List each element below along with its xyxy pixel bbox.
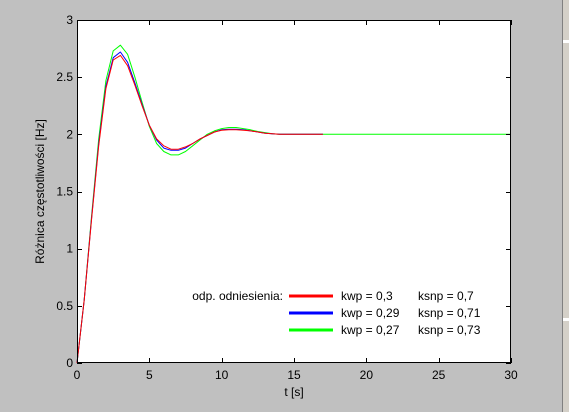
x-tick-label: 10 [215,368,229,382]
series-group [76,44,511,364]
legend-ksnp-label: ksnp = 0,71 [418,306,481,320]
legend-ksnp-label: ksnp = 0,73 [418,323,481,337]
x-tick-label: 15 [287,368,301,382]
window-edge-notch [563,318,569,321]
x-tick-label: 5 [146,368,153,382]
y-axis-label: Różnica częstotliwości [Hz] [33,119,47,264]
axis-ticks [77,20,512,364]
legend-title: odp. odniesienia: [192,289,283,303]
y-tick-label: 0.5 [56,299,73,313]
legend: odp. odniesienia: kwp = 0,3 ksnp = 0,7 k… [192,289,480,337]
x-axis-label: t [s] [284,385,303,399]
legend-kwp-label: kwp = 0,3 [341,289,393,303]
y-tick-label: 2 [66,127,73,141]
series-green-line [76,44,511,364]
x-tick-label: 25 [432,368,446,382]
legend-ksnp-label: ksnp = 0,7 [418,289,474,303]
x-tick-label: 30 [504,368,518,382]
y-tick-label: 1.5 [56,185,73,199]
legend-kwp-label: kwp = 0,27 [341,323,400,337]
window-edge [562,0,569,412]
y-tick-label: 2.5 [56,70,73,84]
series-red-line [76,54,323,364]
x-tick-label: 20 [360,368,374,382]
y-tick-label: 0 [66,356,73,370]
x-tick-label: 0 [74,368,81,382]
y-tick-label: 3 [66,13,73,27]
window-edge-notch [563,40,569,43]
axis-tick-labels: 0 5 10 15 20 25 30 0 0.5 1 1.5 2 2.5 3 [56,13,518,382]
y-tick-label: 1 [66,242,73,256]
plot-area [77,20,511,363]
legend-kwp-label: kwp = 0,29 [341,306,400,320]
